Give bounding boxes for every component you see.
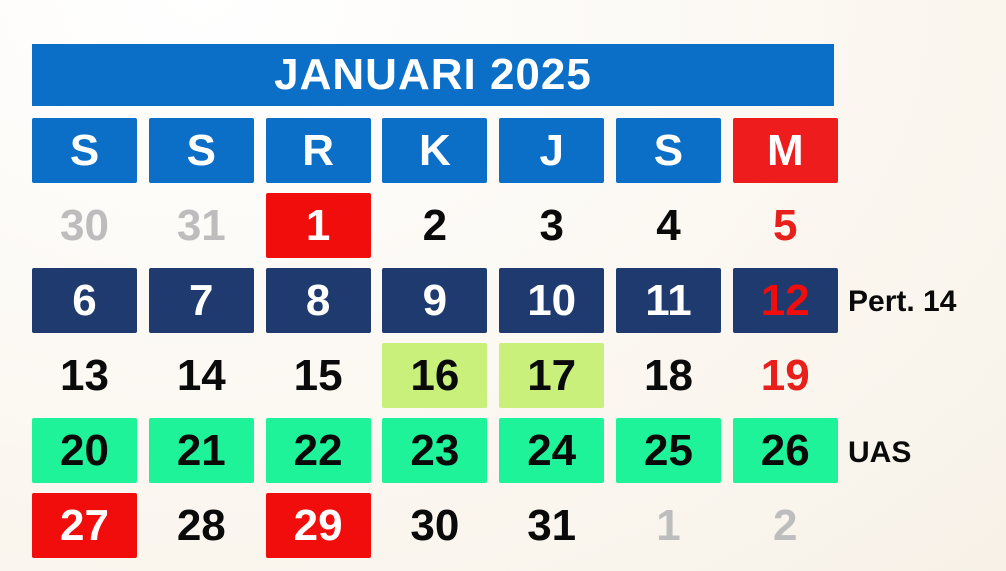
day-cell: 28	[176, 500, 226, 550]
day-cell: 10	[499, 268, 605, 333]
day-cell: 17	[499, 343, 605, 408]
day-cell: 1	[265, 193, 371, 258]
day-cell: 18	[644, 350, 693, 400]
weekday-header-minggu: M	[732, 118, 838, 183]
day-cell: 7	[148, 268, 254, 333]
day-cell: 22	[265, 418, 371, 483]
day-cell: 6	[32, 268, 137, 333]
day-cell: 1	[656, 500, 681, 550]
day-cell: 2	[422, 200, 448, 250]
calendar-title: JANUARI 2025	[32, 44, 834, 106]
weekday-header-senin: S	[148, 118, 254, 183]
day-cell: 20	[32, 418, 137, 483]
day-cell: 23	[382, 418, 488, 483]
day-cell: 14	[176, 350, 226, 400]
day-cell: 11	[615, 268, 721, 333]
weekday-header-sabtu: S	[32, 118, 137, 183]
day-cell: 12	[732, 268, 838, 333]
day-cell: 30	[60, 200, 109, 250]
calendar-grid: S S R K J S M 30 31 1 2 3 4 5 6 7 8 9 10 11 12 13 14 15 1…	[32, 118, 838, 558]
day-cell: 4	[656, 200, 681, 250]
day-cell: 16	[382, 343, 488, 408]
row-label-pertemuan: Pert. 14	[848, 285, 957, 318]
day-cell: 2	[773, 500, 798, 550]
row-label-uas: UAS	[848, 436, 912, 469]
weekday-header-sabtu-2: S	[615, 118, 721, 183]
weekday-header-kamis: K	[382, 118, 488, 183]
day-cell: 26	[732, 418, 838, 483]
day-cell: 31	[176, 200, 226, 250]
day-cell: 25	[615, 418, 721, 483]
day-cell: 3	[539, 200, 564, 250]
weekday-header-jumat: J	[499, 118, 605, 183]
day-cell: 31	[527, 500, 577, 550]
day-cell: 19	[760, 350, 810, 400]
day-cell: 9	[382, 268, 488, 333]
day-cell: 21	[148, 418, 254, 483]
day-cell: 5	[773, 200, 798, 250]
day-cell: 13	[60, 350, 109, 400]
day-cell: 15	[293, 350, 343, 400]
day-cell: 8	[265, 268, 371, 333]
day-cell: 29	[265, 493, 371, 558]
day-cell: 24	[499, 418, 605, 483]
day-cell: 27	[32, 493, 137, 558]
day-cell: 30	[410, 500, 460, 550]
weekday-header-rabu-col: R	[265, 118, 371, 183]
